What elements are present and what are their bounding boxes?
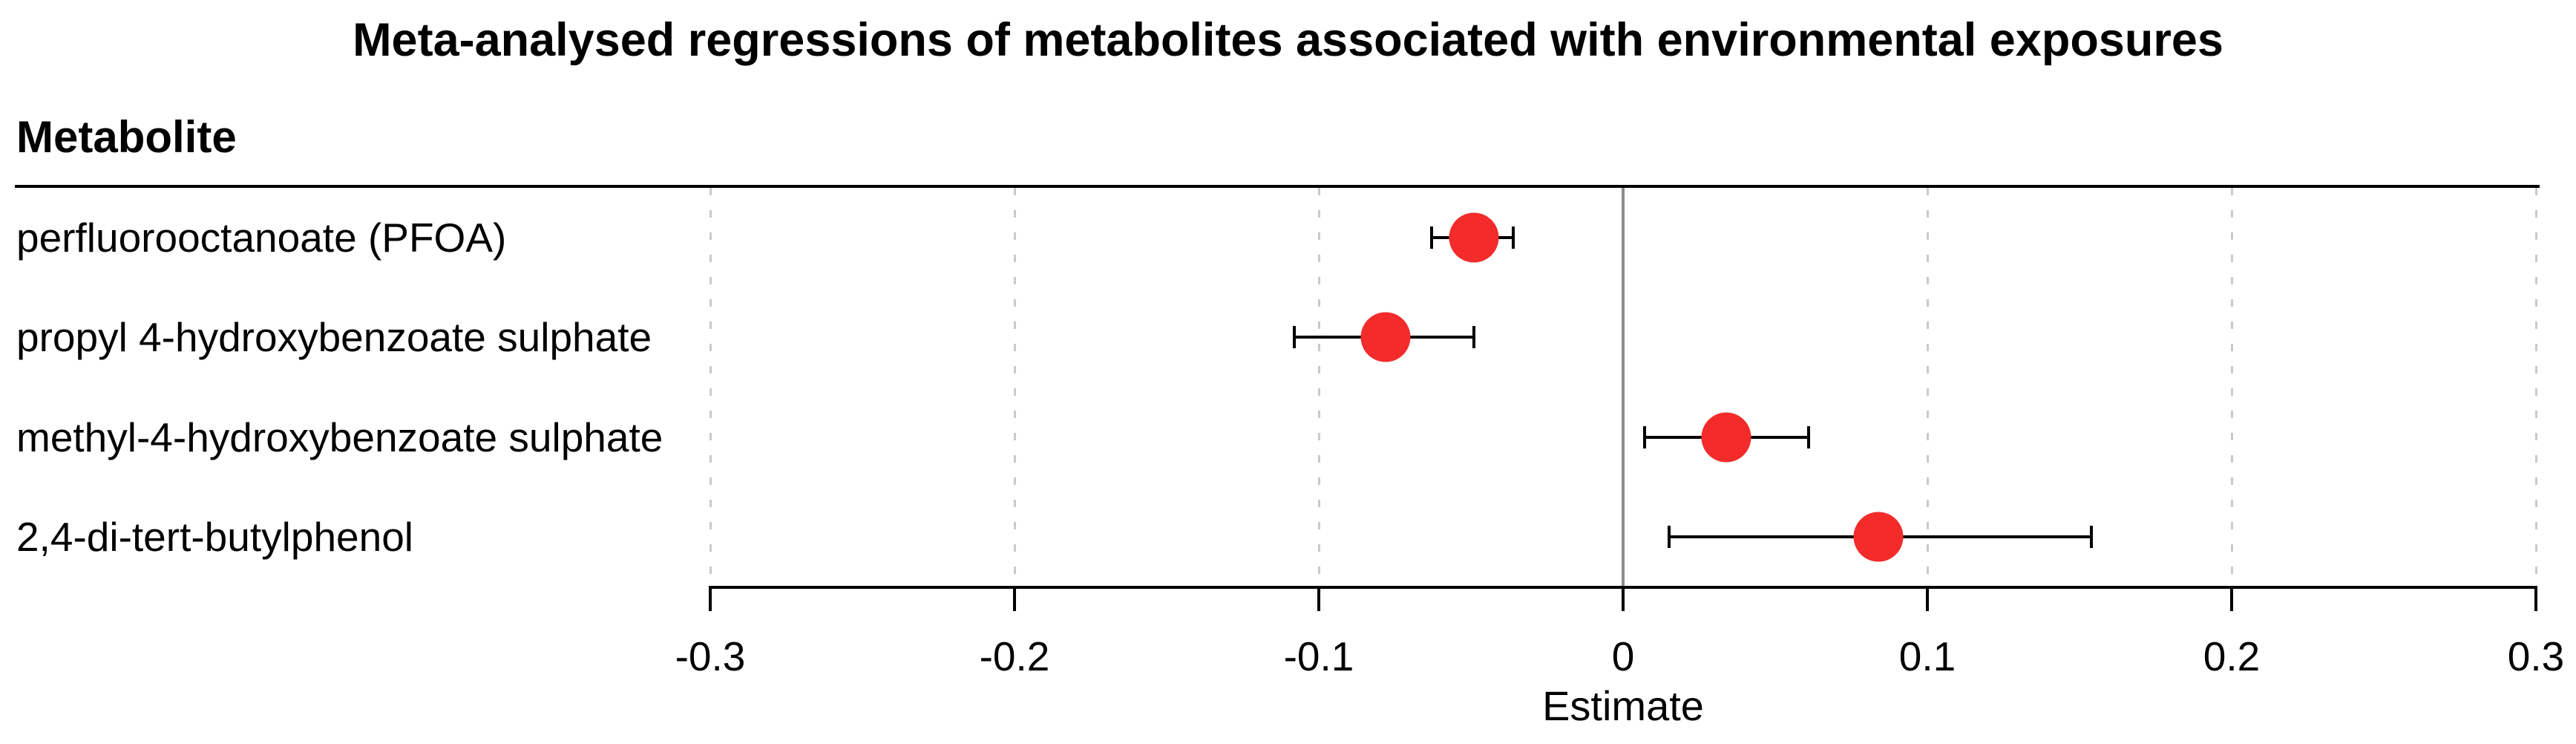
x-axis-tick-label: 0.1: [1898, 633, 1956, 679]
x-axis-tick-label: -0.3: [675, 633, 746, 679]
row-label: propyl 4-hydroxybenzoate sulphate: [16, 314, 652, 361]
x-axis-tick-label: 0.2: [2203, 633, 2261, 679]
gridline: [1013, 188, 1016, 587]
estimate-point-marker: [1701, 412, 1751, 463]
ci-lower-cap: [1642, 425, 1646, 448]
ci-lower-cap: [1667, 525, 1671, 548]
gridline: [1926, 188, 1929, 587]
row-label: 2,4-di-tert-butylphenol: [16, 513, 414, 560]
ci-upper-cap: [1512, 226, 1515, 249]
row-label: perfluorooctanoate (PFOA): [16, 215, 507, 261]
x-axis-tick: [1317, 587, 1320, 611]
x-axis-tick: [709, 587, 712, 611]
gridline: [1317, 188, 1320, 587]
column-header-metabolite: Metabolite: [16, 112, 237, 162]
x-axis-tick: [1926, 587, 1929, 611]
x-axis-tick-label: 0: [1611, 633, 1635, 679]
x-axis-label: Estimate: [1542, 682, 1704, 729]
estimate-point-marker: [1853, 512, 1904, 562]
ci-upper-cap: [2090, 525, 2094, 548]
chart-title: Meta-analysed regressions of metabolites…: [353, 14, 2223, 66]
header-rule: [15, 185, 2540, 188]
estimate-point-marker: [1449, 212, 1499, 263]
x-axis-tick-label: 0.3: [2507, 633, 2565, 679]
x-axis-tick: [1013, 587, 1016, 611]
x-axis-tick-label: -0.1: [1283, 633, 1354, 679]
zero-reference-line: [1622, 188, 1625, 587]
x-axis-tick-label: -0.2: [979, 633, 1050, 679]
x-axis-tick: [1622, 587, 1625, 611]
x-axis-tick: [2534, 587, 2537, 611]
gridline: [709, 188, 712, 587]
estimate-point-marker: [1360, 312, 1411, 362]
x-axis-tick: [2230, 587, 2233, 611]
ci-lower-cap: [1429, 226, 1433, 249]
gridline: [2230, 188, 2233, 587]
ci-upper-cap: [1807, 425, 1811, 448]
row-label: methyl-4-hydroxybenzoate sulphate: [16, 414, 663, 460]
gridline: [2534, 188, 2537, 587]
ci-lower-cap: [1293, 326, 1297, 349]
ci-upper-cap: [1472, 326, 1476, 349]
